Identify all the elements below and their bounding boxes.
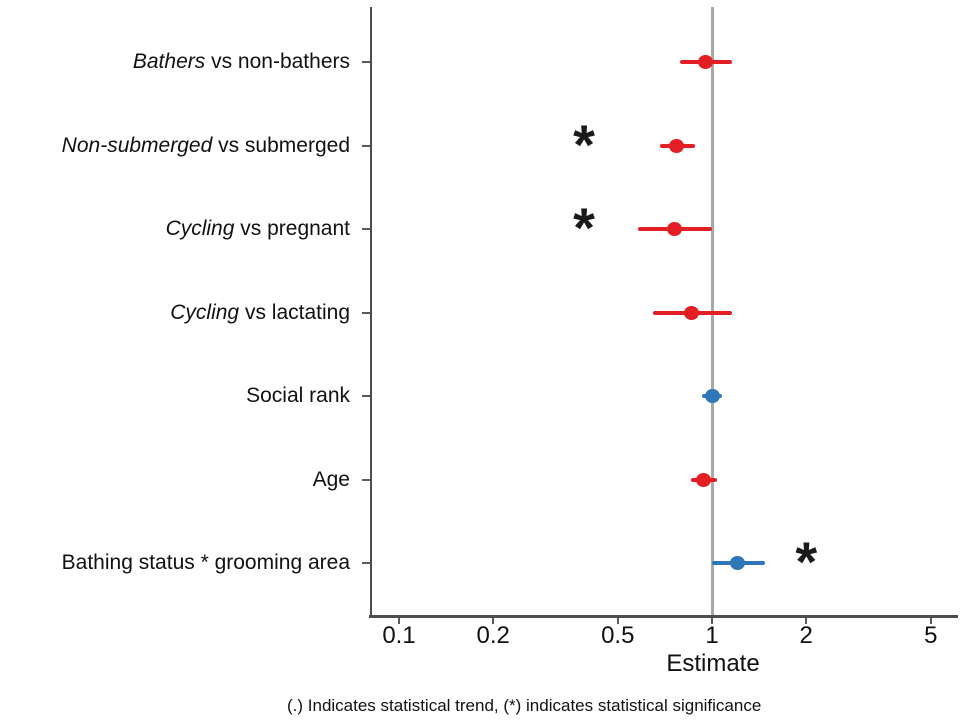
- x-axis-tick: [398, 618, 400, 624]
- x-tick-label: 0.5: [601, 622, 635, 649]
- y-axis-tick: [362, 145, 370, 147]
- significance-marker: *: [573, 113, 595, 176]
- point-estimate: [668, 139, 684, 153]
- x-tick-label: 0.2: [476, 622, 510, 649]
- x-axis-tick: [711, 618, 713, 624]
- y-axis-tick: [362, 562, 370, 564]
- row-label-rest: Age: [312, 468, 350, 491]
- row-label: Age: [0, 467, 350, 493]
- row-label-italic: Cycling: [165, 217, 235, 240]
- y-axis-tick: [362, 61, 370, 63]
- x-axis-tick: [492, 618, 495, 624]
- y-axis-tick: [362, 479, 370, 481]
- row-label: Cycling vs pregnant: [0, 216, 350, 242]
- y-axis-spine: [370, 7, 372, 618]
- x-axis-label: Estimate: [666, 650, 760, 677]
- row-label-rest: vs non-bathers: [205, 50, 350, 73]
- x-axis-tick: [929, 618, 932, 624]
- row-label: Cycling vs lactating: [0, 300, 350, 326]
- row-label-italic: Bathers: [132, 50, 206, 73]
- point-estimate: [704, 389, 720, 403]
- y-axis-tick: [362, 312, 370, 314]
- figure-caption: (.) Indicates statistical trend, (*) ind…: [287, 696, 762, 715]
- point-estimate: [697, 55, 713, 69]
- row-label-rest: Bathing status * grooming area: [61, 551, 350, 574]
- x-axis-tick: [805, 618, 808, 624]
- x-tick-label: 0.1: [382, 622, 416, 649]
- x-tick-label: 5: [924, 622, 938, 649]
- point-estimate: [696, 473, 712, 487]
- row-label-rest: Social rank: [246, 384, 350, 407]
- row-label-italic: Cycling: [170, 301, 240, 324]
- significance-marker: *: [795, 530, 818, 593]
- x-axis-tick: [616, 618, 619, 624]
- x-tick-label: 2: [799, 622, 813, 649]
- significance-marker: *: [573, 196, 595, 259]
- row-label: Social rank: [0, 383, 350, 409]
- row-label-rest: vs submerged: [212, 134, 350, 157]
- row-label-rest: vs lactating: [239, 301, 350, 324]
- row-label-italic: Non-submerged: [61, 134, 213, 157]
- row-label: Non-submerged vs submerged: [0, 133, 350, 159]
- x-tick-label: 1: [705, 622, 719, 649]
- point-estimate: [730, 556, 746, 570]
- row-label: Bathers vs non-bathers: [0, 49, 350, 75]
- y-axis-tick: [362, 395, 370, 397]
- point-estimate: [683, 306, 699, 320]
- x-axis-spine: [369, 615, 958, 618]
- point-estimate: [667, 222, 683, 236]
- row-label-rest: vs pregnant: [234, 217, 350, 240]
- row-label: Bathing status * grooming area: [0, 550, 350, 576]
- y-axis-tick: [362, 228, 370, 230]
